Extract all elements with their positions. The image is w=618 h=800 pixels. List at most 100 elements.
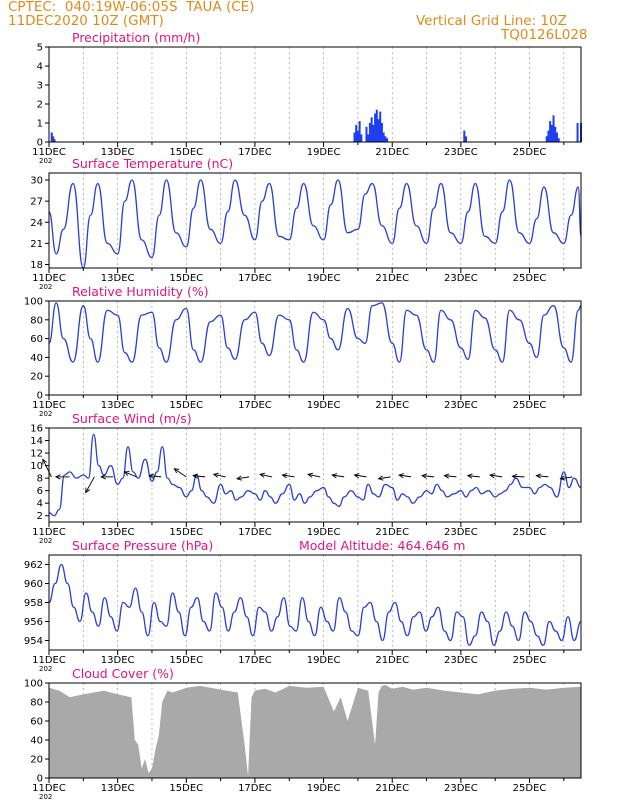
precip-ytick-label: 5 (37, 43, 43, 54)
precip-ytick-label: 0 (37, 138, 43, 149)
precip-bar (465, 136, 468, 142)
wind-ytick-label: 4 (37, 499, 43, 510)
temp-frame (48, 172, 582, 269)
precip-xtick-label: 17DEC (238, 147, 272, 158)
precip-xtick-label: 19DEC (307, 147, 341, 158)
pres-series-line (48, 563, 582, 646)
rh-title: Relative Humidity (%) (72, 284, 209, 299)
pres-title: Surface Pressure (hPa) (72, 538, 213, 553)
temp-ytick-label: 30 (30, 176, 43, 187)
rh-ytick-label: 100 (24, 297, 43, 308)
rh-ytick-label: 80 (30, 315, 43, 326)
pres-xtick-label: 15DEC (169, 655, 203, 666)
precip-bar (356, 130, 359, 142)
cloud-year-fragment: 202 (39, 793, 52, 800)
wind-arrow-head (443, 473, 450, 479)
wind-arrow-head (42, 458, 48, 465)
wind-arrow (193, 475, 206, 478)
temp-ytick-label: 27 (30, 197, 43, 208)
wind-ytick-label: 8 (37, 474, 43, 485)
cloud-ytick-label: 80 (30, 698, 43, 709)
pres-xtick-label: 11DEC (32, 655, 66, 666)
wind-xtick-label: 23DEC (444, 527, 478, 538)
rh-year-fragment: 202 (39, 410, 52, 418)
cloud-xtick-label: 25DEC (513, 783, 547, 794)
wind-arrow (332, 474, 345, 478)
wind-arrow-head (421, 473, 427, 479)
pres-xtick-label: 21DEC (375, 655, 409, 666)
wind-arrow (282, 474, 295, 478)
temp-year-fragment: 202 (39, 283, 52, 291)
wind-frame (48, 427, 582, 523)
rh-frame (48, 300, 582, 396)
precip-bar (380, 123, 383, 142)
cloud-xtick-label: 13DEC (101, 783, 135, 794)
wind-series-line (48, 433, 582, 517)
wind-arrow-head (212, 472, 219, 478)
precip-ytick-label: 1 (37, 119, 43, 130)
wind-arrow-head (85, 487, 91, 494)
wind-arrow-head (259, 472, 266, 478)
precip-xtick-label: 13DEC (101, 147, 135, 158)
precip-bar (53, 139, 56, 142)
wind-title: Surface Wind (m/s) (72, 411, 192, 426)
wind-arrow (467, 475, 480, 478)
precip-frame (48, 46, 582, 143)
run-date: 11DEC2020 10Z (GMT) (8, 13, 164, 29)
temp-series-line (48, 179, 582, 269)
cloud-ytick-label: 0 (37, 774, 43, 785)
wind-arrow (444, 475, 457, 478)
wind-arrow-head (148, 473, 155, 479)
wind-arrow-head (192, 473, 199, 479)
wind-arrow (512, 475, 525, 478)
rh-xtick-label: 13DEC (101, 400, 135, 411)
rh-ytick-label: 20 (30, 372, 43, 383)
temp-xtick-label: 25DEC (513, 273, 547, 284)
wind-arrow-head (54, 474, 61, 480)
cloud-frame (48, 682, 582, 779)
grid-note: Vertical Grid Line: 10Z (416, 13, 567, 29)
wind-arrow (560, 476, 573, 480)
wind-ytick-label: 6 (37, 486, 43, 497)
wind-arrow-head (236, 475, 243, 481)
pres-xtick-label: 25DEC (513, 655, 547, 666)
pres-ytick-label: 954 (24, 636, 43, 647)
wind-arrow (85, 476, 95, 493)
rh-xtick-label: 21DEC (375, 400, 409, 411)
wind-xtick-label: 13DEC (101, 527, 135, 538)
wind-xtick-label: 25DEC (513, 527, 547, 538)
precip-bar (360, 134, 363, 142)
cloud-area (49, 684, 581, 778)
pres-xtick-label: 17DEC (238, 655, 272, 666)
precip-bar (367, 134, 370, 142)
precip-bar (375, 109, 378, 142)
wind-arrow-head (511, 473, 518, 480)
precip-bar (545, 136, 548, 142)
cloud-ytick-label: 100 (24, 679, 43, 690)
temp-ytick-label: 21 (30, 239, 43, 250)
wind-xtick-label: 11DEC (32, 527, 66, 538)
precip-bar (379, 111, 382, 142)
pres-note: Model Altitude: 464.646 m (299, 538, 465, 553)
precip-xtick-label: 11DEC (32, 147, 66, 158)
wind-arrow (489, 474, 503, 478)
wind-xtick-label: 15DEC (169, 527, 203, 538)
wind-arrow-head (331, 473, 338, 479)
wind-arrow (422, 475, 435, 478)
wind-year-fragment: 202 (39, 537, 52, 545)
precip-xtick-label: 23DEC (444, 147, 478, 158)
precip-xtick-label: 25DEC (513, 147, 547, 158)
wind-ytick-label: 2 (37, 511, 43, 522)
wind-arrow-head (123, 471, 130, 476)
wind-arrow (42, 459, 52, 478)
precip-bar (368, 123, 371, 142)
cloud-xtick-label: 17DEC (238, 783, 272, 794)
wind-arrow-head (559, 475, 566, 481)
wind-arrow-head (281, 473, 288, 479)
precip-bar (554, 126, 557, 142)
wind-arrow (399, 474, 412, 478)
station-header: CPTEC: 040:19W-06:05S TAUA (CE) (8, 0, 255, 15)
precip-bar (50, 132, 53, 142)
rh-xtick-label: 23DEC (444, 400, 478, 411)
wind-arrow (354, 474, 367, 478)
